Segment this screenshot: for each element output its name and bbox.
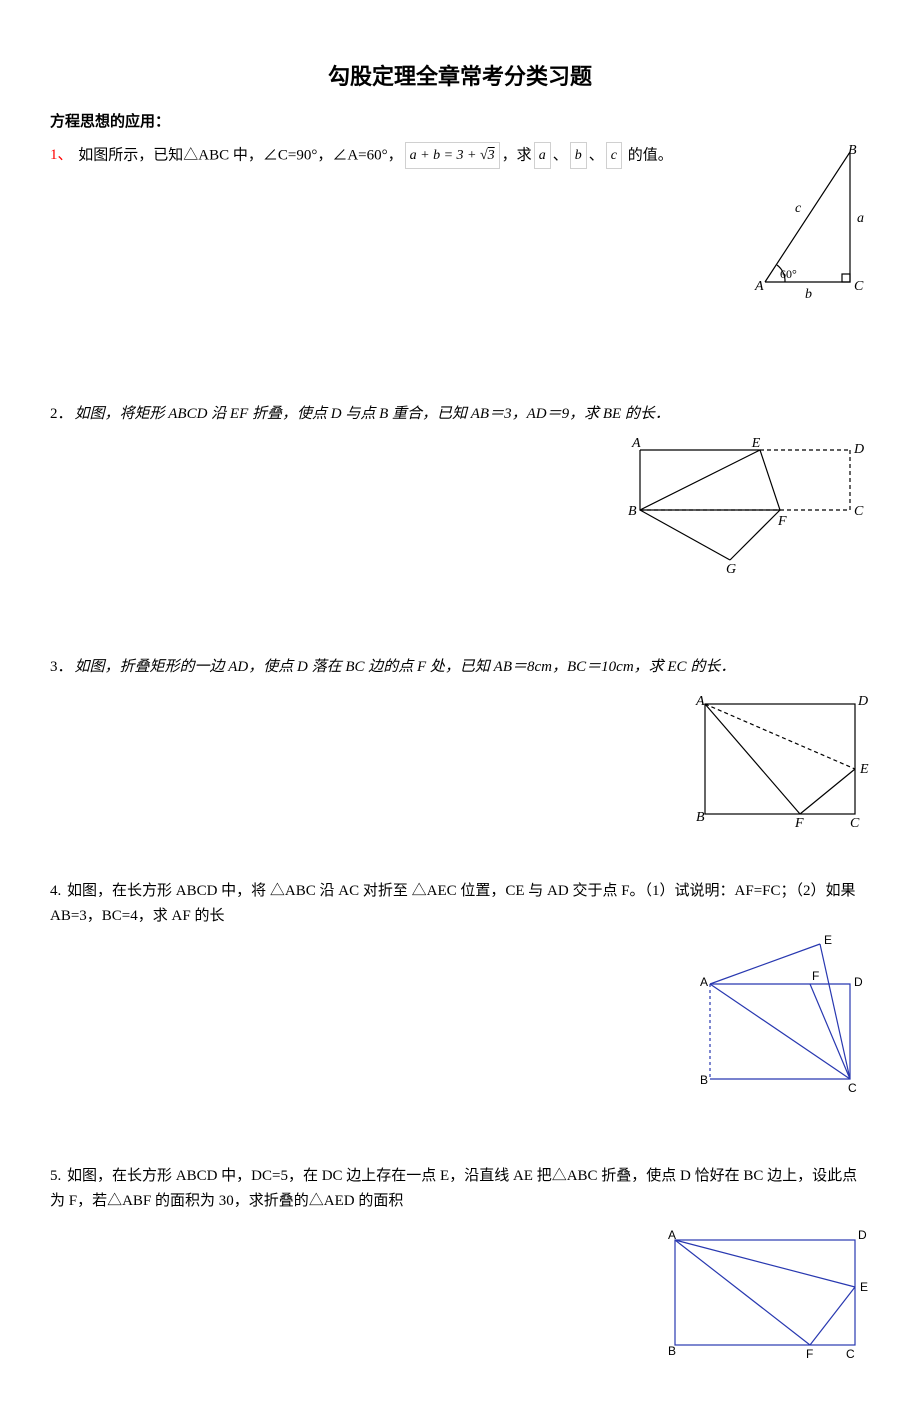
label-F3: F [794,816,804,829]
var-c: c [606,142,622,170]
figure-3: A D B C F E [690,689,870,829]
problem-1-text-a: 如图所示，已知△ABC 中，∠C=90°，∠A=60°， [75,147,403,163]
label-b: b [805,287,812,302]
label-B4: B [700,1073,708,1087]
problem-4-body: 如图，在长方形 ABCD 中，将 △ABC 沿 AC 对折至 △AEC 位置，C… [50,883,856,925]
problem-3-text: 3．如图，折叠矩形的一边 AD，使点 D 落在 BC 边的点 F 处，已知 AB… [50,655,870,681]
label-D2: D [853,442,864,457]
problem-1-text: 1、 如图所示，已知△ABC 中，∠C=90°，∠A=60°，a + b = 3… [50,142,870,170]
label-B5: B [668,1344,676,1358]
figure-5: A D B C F E [660,1225,870,1365]
page-title: 勾股定理全章常考分类习题 [50,60,870,93]
label-C: C [854,279,864,294]
figure-1: A B C a b c 60° [750,142,870,302]
problem-1-formula: a + b = 3 + √3 [405,142,500,170]
label-C5: C [846,1347,855,1361]
problem-5: 5. 如图，在长方形 ABCD 中，DC=5，在 DC 边上存在一点 E，沿直线… [50,1164,870,1365]
problem-5-num: 5. [50,1168,65,1184]
problem-2-text: 2．如图，将矩形 ABCD 沿 EF 折叠，使点 D 与点 B 重合，已知 AB… [50,402,870,428]
problem-5-body: 如图，在长方形 ABCD 中，DC=5，在 DC 边上存在一点 E，沿直线 AE… [50,1168,857,1210]
problem-3-num: 3． [50,659,73,675]
figure-4: A D B C E F [690,934,870,1094]
label-F5: F [806,1347,813,1361]
sep1: 、 [553,147,568,163]
sep2: 、 [589,147,604,163]
label-D4: D [854,975,863,989]
label-c: c [795,201,802,216]
problem-1: A B C a b c 60° 1、 如图所示，已知△ABC 中，∠C=90°，… [50,142,870,302]
label-A5: A [668,1228,676,1242]
var-a: a [534,142,551,170]
problem-1-text-b: ，求 [502,147,532,163]
label-B2: B [628,504,637,519]
label-C3: C [850,816,860,829]
label-F2: F [777,514,787,529]
label-D3: D [857,694,868,709]
label-D5: D [858,1228,867,1242]
label-B: B [848,143,857,158]
label-E2: E [751,436,761,451]
problem-2-num: 2． [50,406,73,422]
label-a: a [857,211,864,226]
label-F4: F [812,969,819,983]
label-angle: 60° [780,267,797,281]
problem-4-num: 4. [50,883,65,899]
problem-3-body: 如图，折叠矩形的一边 AD，使点 D 落在 BC 边的点 F 处，已知 AB＝8… [75,659,736,675]
label-A3: A [695,694,705,709]
label-G2: G [726,562,736,575]
label-C2: C [854,504,864,519]
label-C4: C [848,1081,857,1094]
label-A4: A [700,975,708,989]
problem-1-text-c: 的值。 [624,147,673,163]
label-A: A [754,279,764,294]
label-E5: E [860,1280,868,1294]
problem-3: 3．如图，折叠矩形的一边 AD，使点 D 落在 BC 边的点 F 处，已知 AB… [50,655,870,829]
problem-5-text: 5. 如图，在长方形 ABCD 中，DC=5，在 DC 边上存在一点 E，沿直线… [50,1164,870,1215]
label-A2: A [631,436,641,451]
problem-1-num: 1、 [50,147,73,163]
var-b: b [570,142,587,170]
label-B3: B [696,810,705,825]
problem-2-body: 如图，将矩形 ABCD 沿 EF 折叠，使点 D 与点 B 重合，已知 AB＝3… [75,406,670,422]
section-header: 方程思想的应用： [50,111,870,134]
figure-2: A E D B F C G [610,435,870,575]
problem-2: 2．如图，将矩形 ABCD 沿 EF 折叠，使点 D 与点 B 重合，已知 AB… [50,402,870,576]
label-E3: E [859,762,869,777]
problem-4-text: 4. 如图，在长方形 ABCD 中，将 △ABC 沿 AC 对折至 △AEC 位… [50,879,870,930]
problem-4: 4. 如图，在长方形 ABCD 中，将 △ABC 沿 AC 对折至 △AEC 位… [50,879,870,1094]
label-E4: E [824,934,832,947]
